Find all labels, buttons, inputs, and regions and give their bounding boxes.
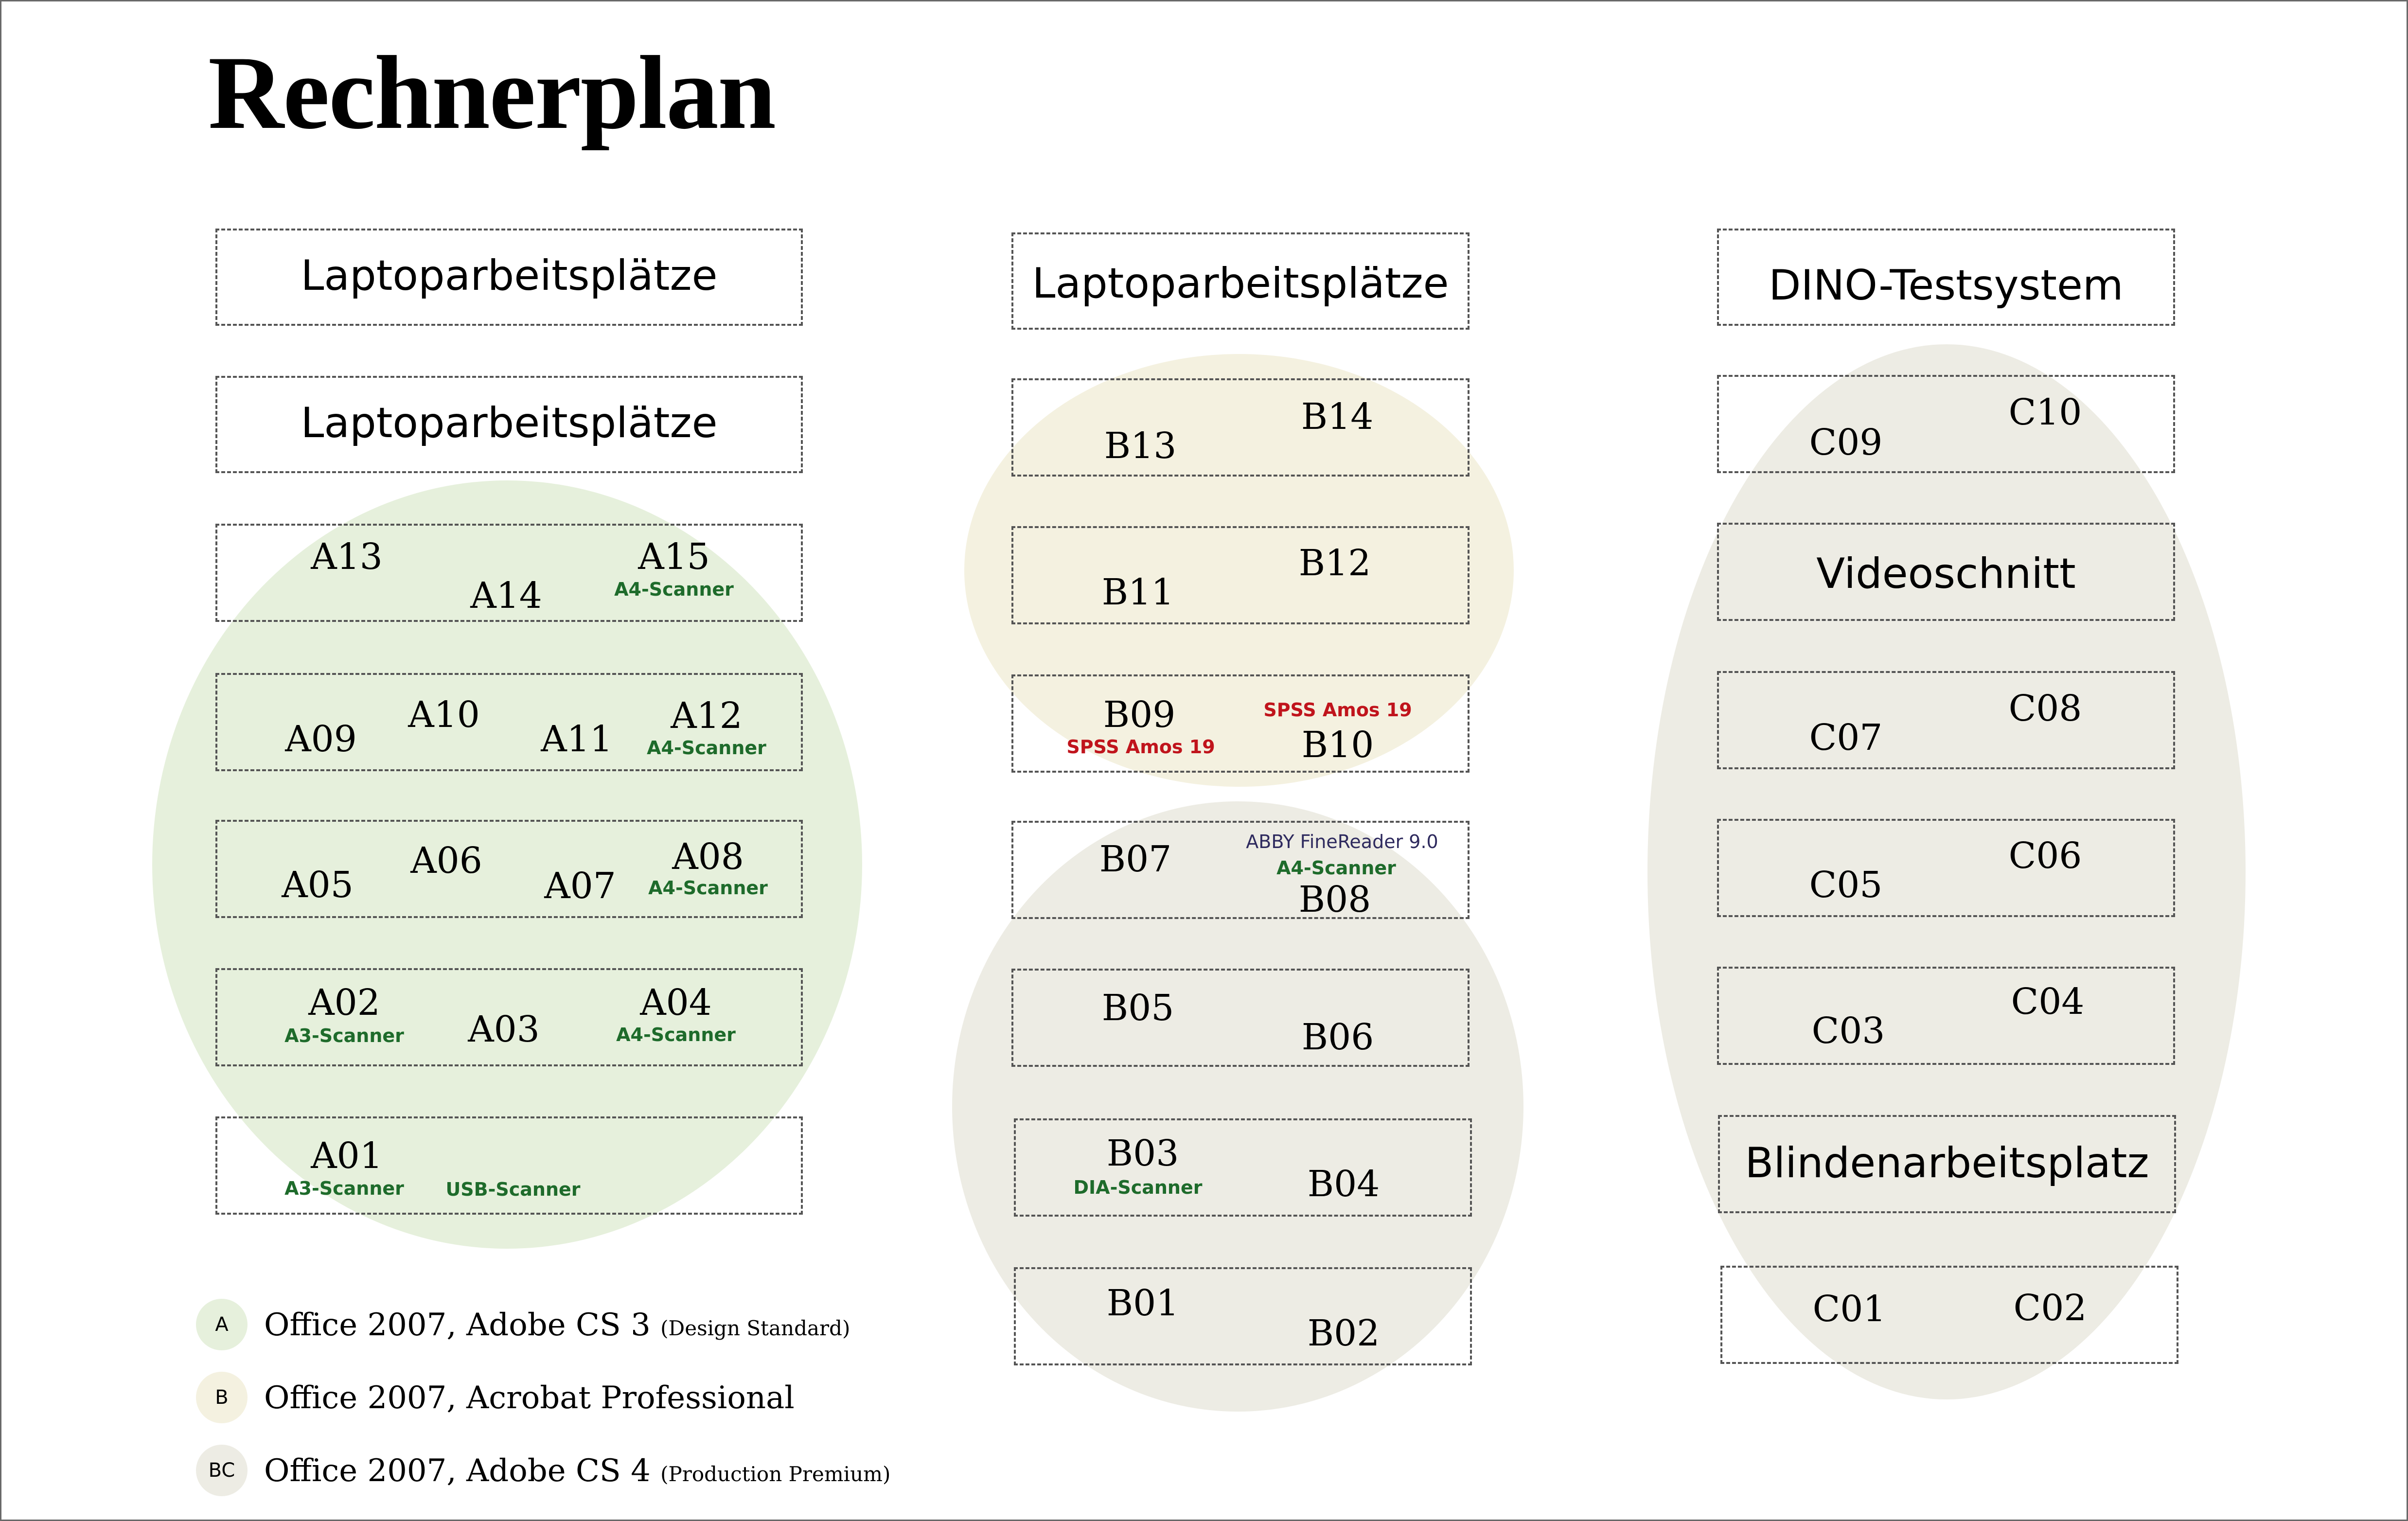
scanner-note: A4-Scanner	[616, 1024, 736, 1045]
scanner-note: USB-Scanner	[445, 1179, 581, 1200]
workstation-b09[interactable]: B09	[1103, 694, 1176, 736]
desk-row-b09-b10	[1011, 674, 1470, 773]
workstation-b02[interactable]: B02	[1307, 1312, 1380, 1354]
desk-row-b13-b14	[1011, 378, 1470, 477]
software-note: ABBY FineReader 9.0	[1246, 831, 1438, 852]
desk-row-b05-b06	[1011, 969, 1470, 1067]
workstation-a04[interactable]: A04	[640, 982, 712, 1024]
workstation-a08[interactable]: A08	[672, 836, 744, 878]
scanner-note: A4-Scanner	[647, 737, 766, 759]
workstation-b07[interactable]: B07	[1099, 838, 1172, 880]
legend-text: Office 2007, Adobe CS 4 (Production Prem…	[264, 1453, 891, 1489]
desk-row-b01-b02	[1014, 1267, 1472, 1365]
workstation-a14[interactable]: A14	[470, 575, 542, 617]
workstation-a03[interactable]: A03	[468, 1008, 540, 1050]
blind-workstation-desk: Blindenarbeitsplatz	[1718, 1115, 2176, 1213]
workstation-a10[interactable]: A10	[408, 694, 480, 736]
laptop-label: Laptoparbeitsplätze	[1032, 259, 1449, 308]
desk-row-c09-c10	[1717, 375, 2175, 473]
legend-item-bc: BC Office 2007, Adobe CS 4 (Production P…	[196, 1445, 1071, 1498]
workstation-c02[interactable]: C02	[2013, 1287, 2087, 1329]
desk-row-b07-b08	[1011, 821, 1470, 919]
workstation-c03[interactable]: C03	[1811, 1010, 1885, 1052]
scanner-note: A4-Scanner	[614, 579, 734, 600]
zone-c-area	[1647, 344, 2246, 1399]
workstation-a05[interactable]: A05	[282, 864, 354, 906]
legend-swatch: B	[196, 1372, 248, 1423]
workstation-a13[interactable]: A13	[311, 536, 383, 578]
workstation-a02[interactable]: A02	[308, 982, 380, 1024]
desk-row-c01-c02	[1720, 1266, 2178, 1364]
video-label: Videoschnitt	[1816, 549, 2076, 598]
scanner-note: A3-Scanner	[284, 1178, 404, 1199]
legend-text: Office 2007, Acrobat Professional	[264, 1380, 795, 1416]
dino-label: DINO-Testsystem	[1769, 261, 2124, 310]
workstation-a15[interactable]: A15	[638, 536, 710, 578]
laptop-desk-b: Laptoparbeitsplätze	[1011, 232, 1470, 330]
workstation-a07[interactable]: A07	[544, 865, 616, 907]
scanner-note: DIA-Scanner	[1073, 1177, 1203, 1198]
workstation-a06[interactable]: A06	[410, 840, 482, 882]
zone-b-lower-area	[952, 801, 1523, 1412]
legend-item-b: B Office 2007, Acrobat Professional	[196, 1372, 1071, 1425]
workstation-c05[interactable]: C05	[1809, 864, 1883, 906]
desk-row-c03-c04	[1717, 967, 2175, 1065]
zone-b-upper-area	[964, 354, 1514, 787]
desk-row-a09-a12	[215, 673, 803, 771]
workstation-c04[interactable]: C04	[2011, 981, 2085, 1023]
workstation-b04[interactable]: B04	[1307, 1163, 1380, 1205]
workstation-a09[interactable]: A09	[285, 718, 357, 760]
scanner-note: A4-Scanner	[1276, 857, 1396, 879]
workstation-c10[interactable]: C10	[2008, 391, 2082, 433]
workstation-b10[interactable]: B10	[1301, 724, 1374, 766]
zone-a-area	[152, 480, 862, 1249]
desk-row-c05-c06	[1717, 819, 2175, 917]
workstation-c09[interactable]: C09	[1809, 422, 1883, 463]
workstation-b05[interactable]: B05	[1101, 987, 1174, 1029]
workstation-b13[interactable]: B13	[1104, 425, 1177, 467]
workstation-b06[interactable]: B06	[1301, 1016, 1374, 1058]
desk-row-b03-b04	[1014, 1118, 1472, 1217]
legend-item-a: A Office 2007, Adobe CS 3 (Design Standa…	[196, 1299, 1071, 1352]
legend-swatch: A	[196, 1299, 248, 1350]
workstation-c01[interactable]: C01	[1812, 1288, 1886, 1330]
dino-test-desk: DINO-Testsystem	[1717, 229, 2175, 326]
workstation-c07[interactable]: C07	[1809, 717, 1883, 759]
desk-row-b11-b12	[1011, 526, 1470, 624]
scanner-note: A4-Scanner	[648, 877, 768, 899]
software-note: SPSS Amos 19	[1263, 699, 1412, 721]
desk-row-a13-a15	[215, 524, 803, 622]
blind-label: Blindenarbeitsplatz	[1745, 1139, 2149, 1187]
workstation-a12[interactable]: A12	[671, 695, 743, 737]
laptop-desk-a1: Laptoparbeitsplätze	[215, 229, 803, 326]
scanner-note: A3-Scanner	[284, 1025, 404, 1046]
workstation-b11[interactable]: B11	[1101, 571, 1174, 613]
software-note: SPSS Amos 19	[1066, 736, 1215, 758]
workstation-b12[interactable]: B12	[1298, 542, 1371, 584]
desk-row-a05-a08	[215, 820, 803, 918]
desk-row-a01	[215, 1116, 803, 1215]
desk-row-c07-c08	[1717, 671, 2175, 769]
workstation-b01[interactable]: B01	[1106, 1282, 1179, 1324]
workstation-a01[interactable]: A01	[311, 1135, 383, 1177]
laptop-desk-a2: Laptoparbeitsplätze	[215, 376, 803, 473]
workstation-b14[interactable]: B14	[1301, 396, 1374, 438]
workstation-b08[interactable]: B08	[1298, 879, 1371, 920]
workstation-c08[interactable]: C08	[2008, 688, 2082, 729]
video-editing-desk: Videoschnitt	[1717, 523, 2175, 621]
desk-row-a02-a04	[215, 968, 803, 1066]
workstation-a11[interactable]: A11	[541, 718, 613, 760]
legend-swatch: BC	[196, 1445, 248, 1496]
page-title: Rechnerplan	[208, 35, 776, 151]
laptop-label: Laptoparbeitsplätze	[301, 251, 718, 300]
workstation-b03[interactable]: B03	[1106, 1132, 1179, 1174]
laptop-label: Laptoparbeitsplätze	[301, 399, 718, 447]
legend-text: Office 2007, Adobe CS 3 (Design Standard…	[264, 1307, 850, 1343]
workstation-c06[interactable]: C06	[2008, 835, 2082, 877]
